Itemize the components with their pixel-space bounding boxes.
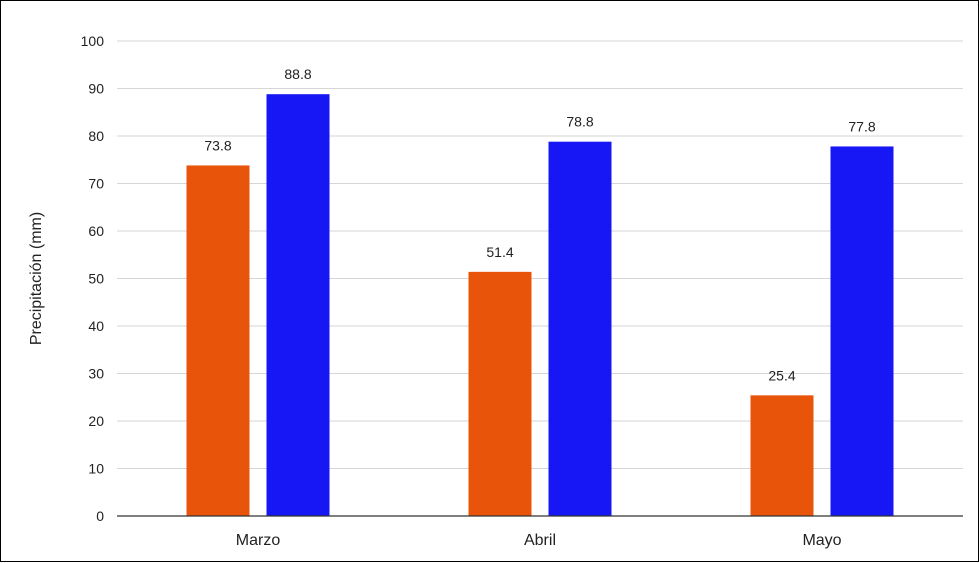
x-tick-label: Abril [524,532,556,549]
gridlines [117,40,963,469]
y-tick-labels: 0 10 20 30 40 50 60 70 80 90 100 [81,33,105,524]
y-tick-label: 100 [81,33,105,49]
y-tick-label: 40 [88,318,104,334]
x-tick-label: Mayo [802,532,841,549]
y-tick-label: 70 [88,176,104,192]
x-tick-label: Marzo [236,532,281,549]
y-tick-label: 50 [88,271,104,287]
data-labels: 73.8 88.8 51.4 78.8 25.4 77.8 [204,66,875,383]
bars [186,94,894,516]
bar-value-label: 25.4 [768,367,795,383]
bar [186,165,250,516]
bar [750,395,814,516]
y-tick-label: 10 [88,461,104,477]
bar [830,146,894,516]
bar [468,271,532,516]
bar-value-label: 73.8 [204,137,231,153]
bar [548,141,612,516]
y-tick-label: 0 [96,508,104,524]
y-tick-label: 20 [88,413,104,429]
bar-value-label: 88.8 [284,66,311,82]
y-tick-label: 80 [88,128,104,144]
bar-value-label: 78.8 [566,114,593,130]
y-axis-label: Precipitación (mm) [28,212,45,345]
bar-value-label: 77.8 [848,118,875,134]
bar [266,94,330,516]
y-tick-label: 90 [88,81,104,97]
y-tick-label: 30 [88,366,104,382]
y-tick-label: 60 [88,223,104,239]
x-tick-labels: Marzo Abril Mayo [236,532,842,549]
bar-value-label: 51.4 [486,244,513,260]
